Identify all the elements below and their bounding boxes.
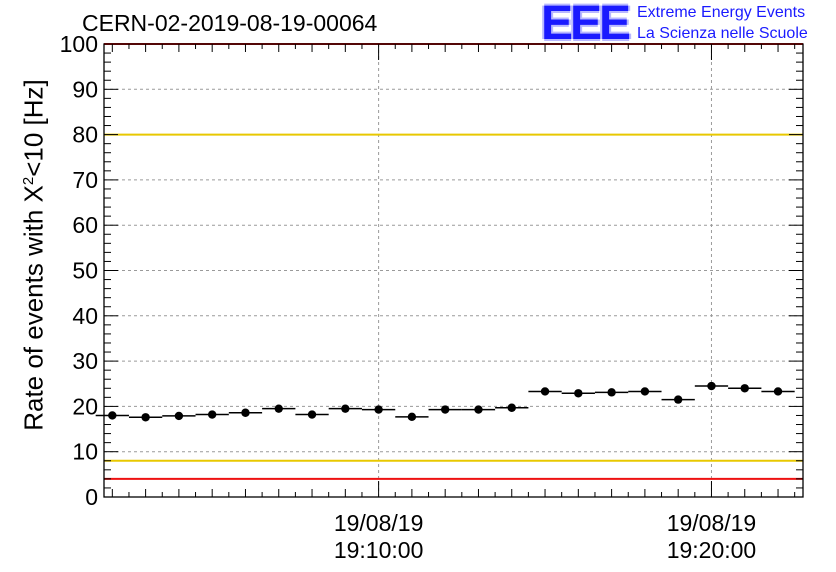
data-point <box>707 381 716 391</box>
y-tick-label: 50 <box>72 258 98 284</box>
y-tick-label: 70 <box>72 167 98 193</box>
data-point <box>673 395 683 404</box>
data-point <box>108 411 117 420</box>
chart-title: CERN-02-2019-08-19-00064 <box>82 10 378 36</box>
data-point <box>207 410 217 419</box>
data-point <box>574 389 583 398</box>
data-point <box>440 405 450 414</box>
data-point <box>407 412 417 422</box>
x-tick-label-time: 19:10:00 <box>334 537 424 563</box>
y-axis-label: Rate of events with X2<10 [Hz] <box>18 79 49 431</box>
data-series <box>95 381 795 422</box>
data-point <box>141 413 150 422</box>
data-point <box>540 387 550 396</box>
data-point <box>474 405 483 414</box>
data-point <box>607 388 616 397</box>
data-point <box>341 404 350 413</box>
logo-caption-line1: Extreme Energy Events <box>637 4 806 21</box>
y-tick-label: 100 <box>60 31 98 57</box>
x-tick-label-date: 19/08/19 <box>334 510 424 536</box>
data-point <box>241 408 250 417</box>
data-point <box>640 387 650 396</box>
data-point <box>274 404 283 413</box>
y-tick-label: 0 <box>85 484 98 510</box>
y-axis: 0 10 20 30 40 50 60 70 80 90 100 <box>60 31 803 510</box>
eee-logo: EEE <box>541 0 631 50</box>
y-tick-label: 60 <box>72 212 98 238</box>
data-point <box>740 384 749 393</box>
data-point <box>507 403 516 412</box>
y-tick-label: 80 <box>72 122 98 148</box>
data-point <box>374 405 383 414</box>
logo-caption-line2: La Scienza nelle Scuole <box>637 25 808 42</box>
y-tick-label: 40 <box>72 303 98 329</box>
y-tick-label: 10 <box>72 439 98 465</box>
data-point <box>174 411 184 421</box>
grid <box>104 44 803 497</box>
data-point <box>773 387 783 396</box>
x-tick-label-time: 19:20:00 <box>667 537 757 563</box>
y-tick-label: 90 <box>72 76 98 102</box>
data-point <box>307 410 317 419</box>
y-tick-label: 20 <box>72 393 98 419</box>
x-tick-label-date: 19/08/19 <box>667 510 757 536</box>
y-tick-label: 30 <box>72 348 98 374</box>
